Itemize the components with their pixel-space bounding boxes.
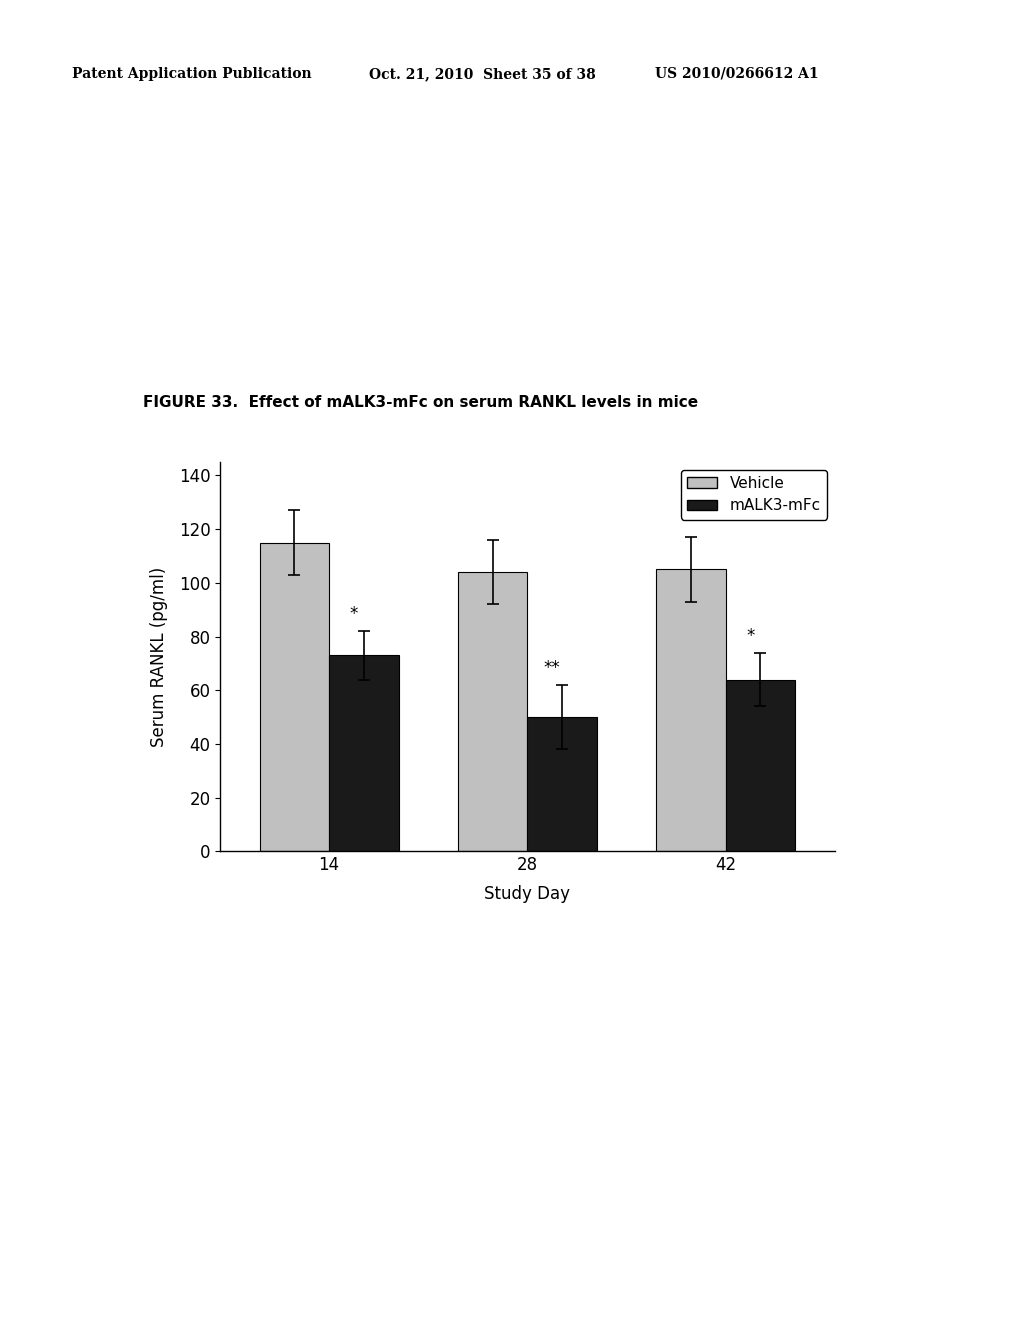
Text: US 2010/0266612 A1: US 2010/0266612 A1 xyxy=(655,67,819,81)
Text: **: ** xyxy=(544,659,560,677)
Bar xyxy=(329,655,398,851)
Text: Patent Application Publication: Patent Application Publication xyxy=(72,67,311,81)
Bar xyxy=(726,680,795,851)
Text: *: * xyxy=(746,627,755,644)
Bar xyxy=(260,543,329,851)
Bar xyxy=(656,569,726,851)
Text: Oct. 21, 2010  Sheet 35 of 38: Oct. 21, 2010 Sheet 35 of 38 xyxy=(369,67,595,81)
X-axis label: Study Day: Study Day xyxy=(484,886,570,903)
Y-axis label: Serum RANKL (pg/ml): Serum RANKL (pg/ml) xyxy=(150,566,168,747)
Legend: Vehicle, mALK3-mFc: Vehicle, mALK3-mFc xyxy=(681,470,827,520)
Text: FIGURE 33.  Effect of mALK3-mFc on serum RANKL levels in mice: FIGURE 33. Effect of mALK3-mFc on serum … xyxy=(143,395,698,409)
Text: *: * xyxy=(350,605,358,623)
Bar xyxy=(527,717,597,851)
Bar xyxy=(458,572,527,851)
